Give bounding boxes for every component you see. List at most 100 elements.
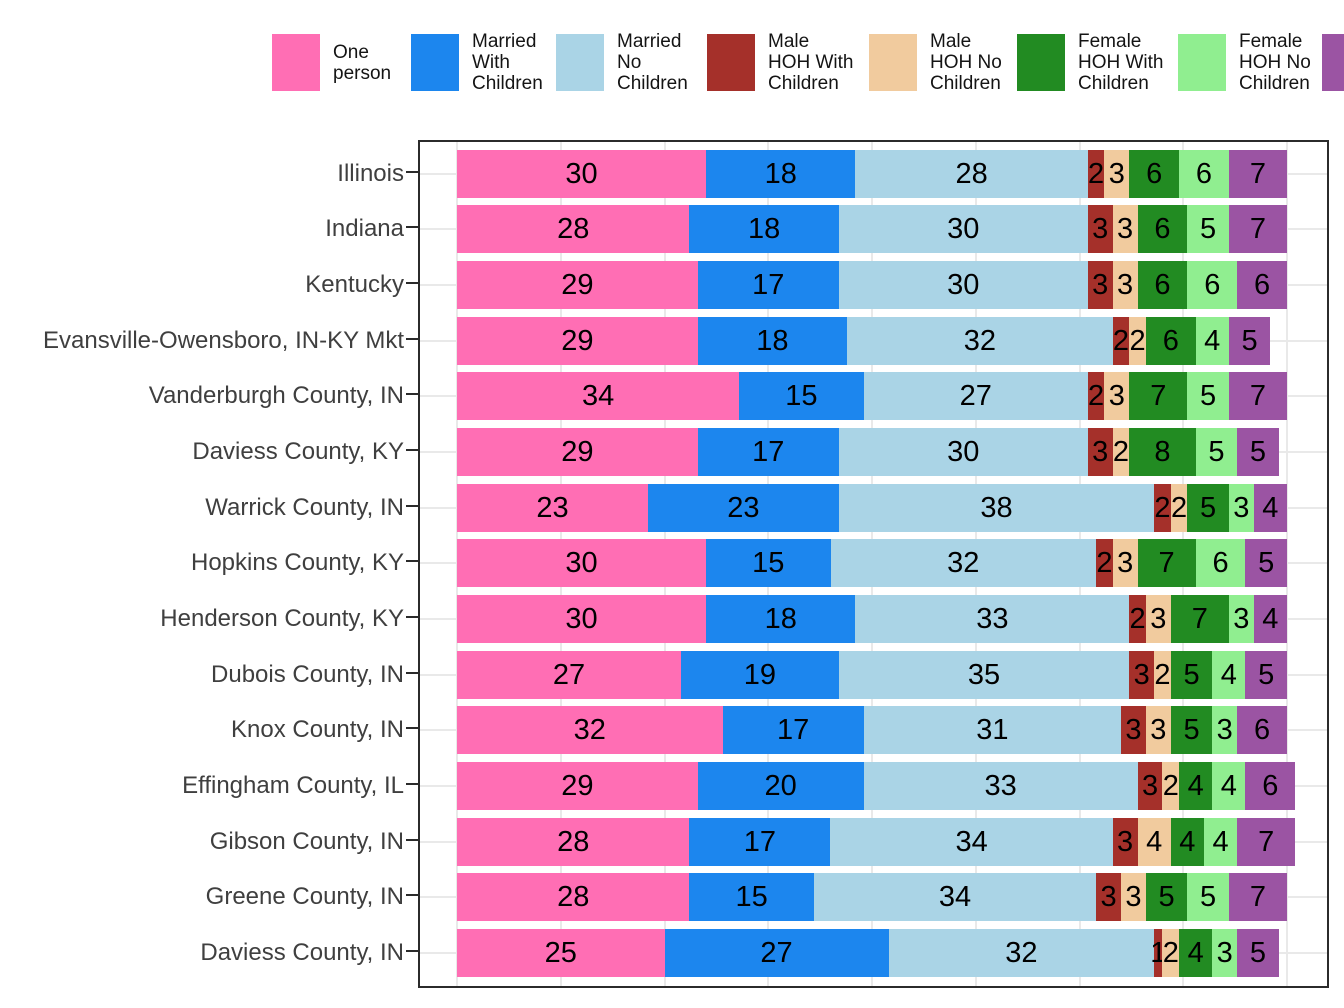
bar-segment: 6 [1195, 539, 1246, 587]
y-axis-tick [406, 449, 418, 451]
bar-value-label: 3 [1092, 435, 1109, 468]
bar-segment: 29 [457, 428, 698, 476]
bar-segment: 29 [457, 762, 698, 810]
bar-value-label: 30 [565, 157, 598, 190]
bar-value-label: 3 [1233, 491, 1250, 524]
bar-segment: 3 [1137, 762, 1163, 810]
y-axis-label: Dubois County, IN [211, 661, 404, 688]
y-axis-tick [406, 672, 418, 674]
bar-value-label: 34 [938, 880, 972, 913]
bar-segment: 3 [1112, 818, 1138, 866]
y-axis-label: Illinois [337, 160, 404, 187]
bar-segment: 32 [847, 317, 1113, 365]
bar-value-label: 30 [947, 268, 980, 301]
legend-swatch [1017, 34, 1065, 91]
y-axis-label: Evansville-Owensboro, IN-KY Mkt [42, 327, 404, 354]
bar-segment: 3 [1145, 595, 1171, 643]
bar-segment: 4 [1170, 818, 1204, 866]
bar-value-label: 2 [1170, 491, 1188, 524]
bar-segment: 1 [1150, 929, 1166, 977]
bar-segment: 15 [739, 372, 864, 420]
bar-segment: 6 [1187, 261, 1238, 309]
bar-segment: 33 [863, 762, 1138, 810]
bar-segment: 5 [1170, 706, 1213, 754]
bar-value-label: 3 [1092, 212, 1109, 245]
bar-segment: 3 [1087, 428, 1113, 476]
bar-segment: 30 [457, 595, 706, 643]
bar-value-label: 3 [1092, 268, 1109, 301]
bar-value-label: 7 [1258, 825, 1275, 858]
bar-value-label: 17 [752, 435, 785, 468]
bar-value-label: 6 [1262, 769, 1279, 802]
bar-value-label: 4 [1146, 825, 1163, 858]
bar-row: 27 19 35 3 2 5 4 5 [457, 651, 1287, 699]
bar-value-label: 5 [1158, 880, 1175, 913]
legend-swatch [556, 34, 604, 91]
bar-value-label: 30 [565, 602, 598, 635]
bar-value-label: 1 [1150, 936, 1167, 969]
bar-value-label: 3 [1125, 713, 1142, 746]
bar-value-label: 23 [727, 491, 760, 524]
bar-value-label: 2 [1112, 435, 1130, 468]
legend-label-line: Female [1078, 31, 1142, 52]
legend-label-line: Children [930, 73, 1001, 94]
bar-value-label: 6 [1162, 324, 1179, 357]
legend-label: Female HOH No Children [1239, 31, 1311, 94]
bar-segment: 7 [1129, 372, 1188, 420]
gridline-v [1286, 142, 1288, 986]
bar-segment: 5 [1237, 428, 1279, 476]
bar-value-label: 28 [557, 880, 590, 913]
bar-value-label: 4 [1187, 936, 1204, 969]
bar-value-label: 33 [984, 769, 1017, 802]
bar-value-label: 7 [1150, 379, 1167, 412]
bar-segment: 34 [813, 873, 1097, 921]
bar-segment: 18 [706, 150, 856, 198]
legend-label-line: One [333, 41, 369, 63]
y-axis-tick [406, 783, 418, 785]
legend-label-line: Married [472, 31, 537, 52]
bar-value-label: 7 [1191, 602, 1208, 635]
bar-segment: 17 [722, 706, 864, 754]
bar-value-label: 5 [1200, 379, 1217, 412]
bar-segment: 18 [689, 205, 839, 253]
bar-value-label: 5 [1249, 435, 1266, 468]
bar-value-label: 35 [967, 658, 1001, 691]
legend-item: Female HOH No Children [1178, 31, 1311, 94]
bar-segment: 3 [1112, 261, 1138, 309]
bar-segment: 4 [1212, 762, 1246, 810]
bar-value-label: 5 [1200, 491, 1217, 524]
bar-value-label: 17 [752, 268, 785, 301]
bar-segment: 4 [1195, 317, 1229, 365]
bar-value-label: 3 [1150, 713, 1167, 746]
bar-value-label: 28 [557, 212, 590, 245]
bar-value-label: 18 [764, 602, 797, 635]
legend-label-line: No [617, 52, 642, 73]
bar-segment: 5 [1187, 205, 1229, 253]
y-axis-tick [406, 505, 418, 507]
bar-value-label: 38 [980, 491, 1013, 524]
y-axis-tick [406, 894, 418, 896]
bar-value-label: 4 [1179, 825, 1196, 858]
bar-segment: 7 [1228, 873, 1287, 921]
bar-segment: 5 [1170, 651, 1213, 699]
bar-segment: 3 [1212, 929, 1238, 977]
bar-row: 34 15 27 2 3 7 5 7 [457, 372, 1287, 420]
bar-segment: 4 [1203, 818, 1238, 866]
bar-segment: 4 [1179, 929, 1213, 977]
bar-segment: 2 [1129, 317, 1146, 365]
legend-swatch [1178, 34, 1226, 91]
legend-item: One person [272, 34, 391, 91]
legend-label: Male HOH No Children [930, 31, 1002, 94]
bar-segment: 28 [457, 873, 690, 921]
bar-segment: 34 [457, 372, 740, 420]
legend-label: Married No Children [617, 31, 688, 94]
bar-segment: 2 [1096, 539, 1113, 587]
bar-value-label: 4 [1220, 769, 1237, 802]
bar-segment: 35 [838, 651, 1130, 699]
bar-row: 29 18 32 2 2 6 4 5 [457, 317, 1271, 365]
y-axis-label: Gibson County, IN [209, 828, 404, 855]
bar-segment: 7 [1228, 372, 1287, 420]
bar-value-label: 15 [752, 546, 785, 579]
bar-segment: 3 [1129, 651, 1155, 699]
